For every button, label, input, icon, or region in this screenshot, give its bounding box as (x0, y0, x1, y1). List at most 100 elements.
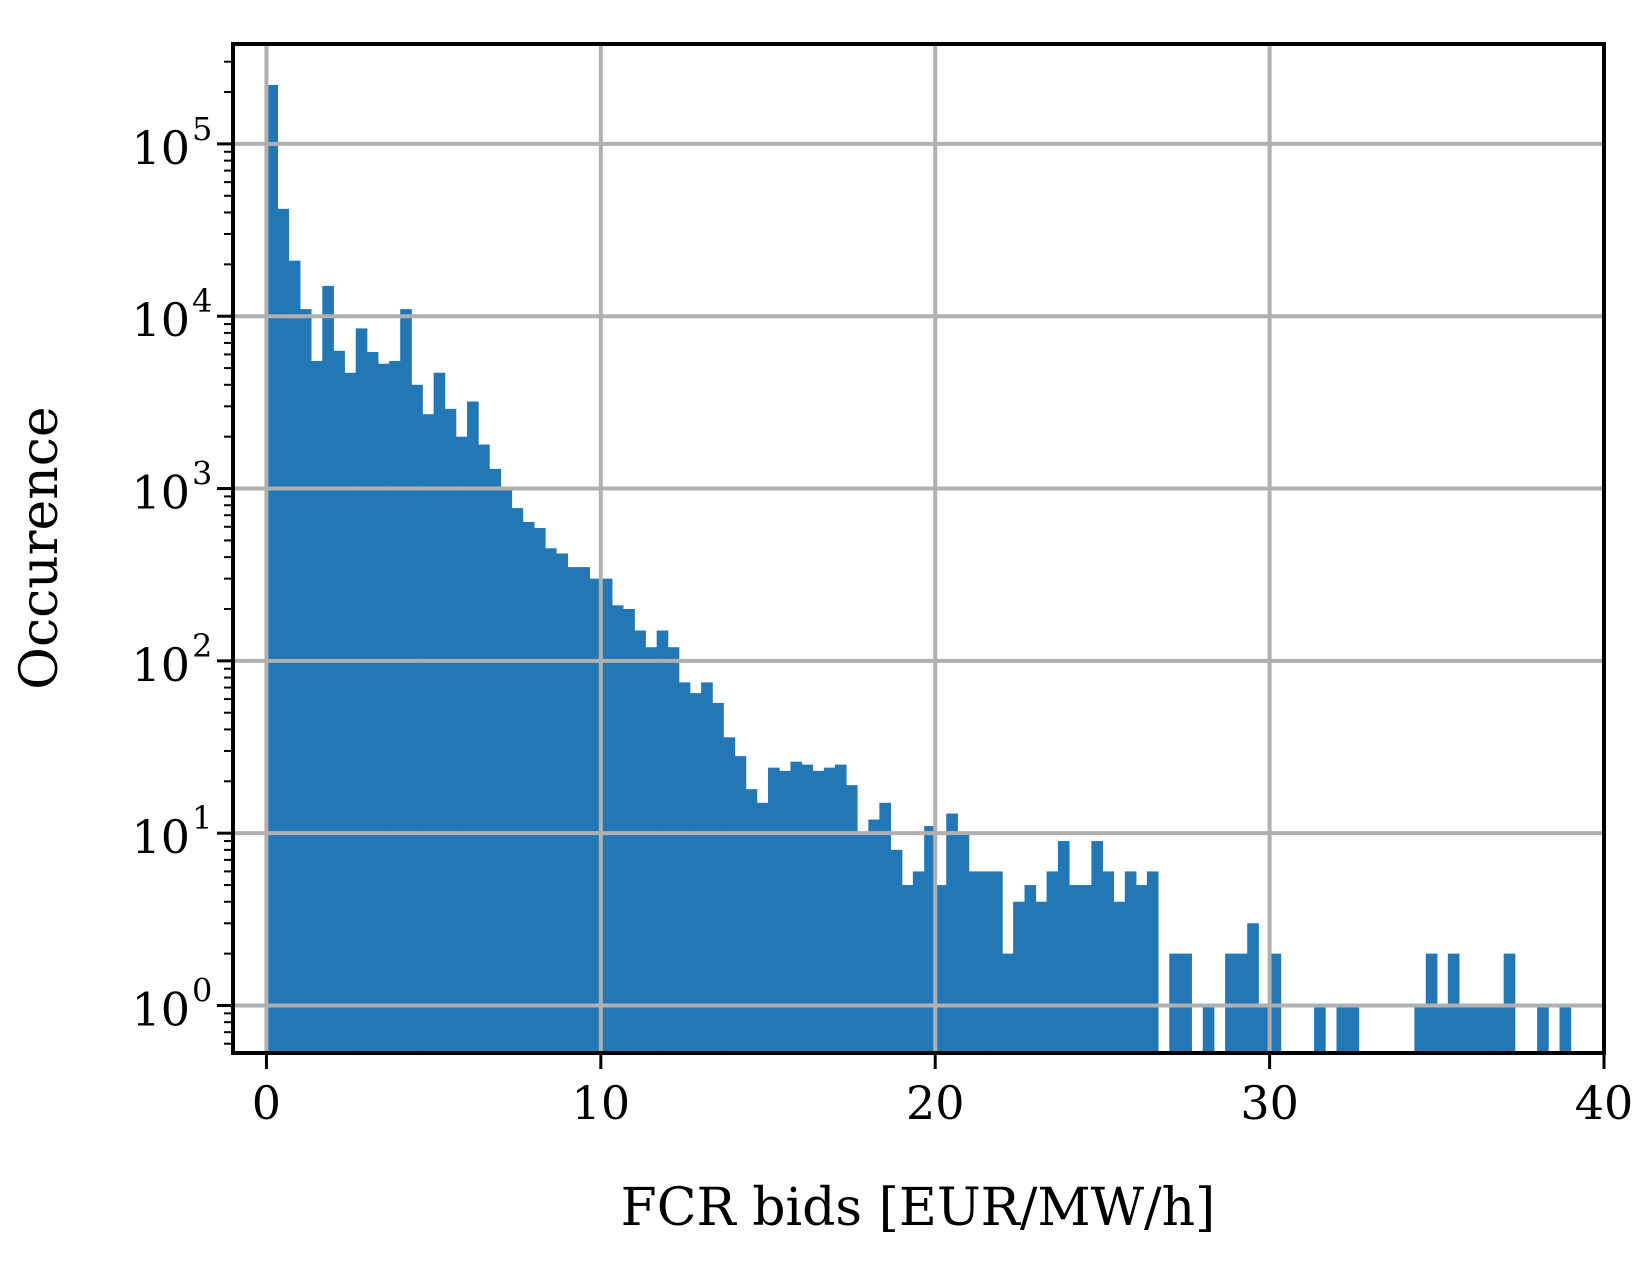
bars-layer (266, 84, 1572, 1054)
histogram-bar (701, 682, 713, 1053)
histogram-bar (1080, 885, 1092, 1053)
histogram-bar (734, 756, 747, 1053)
y-tick-label: 10 (131, 810, 190, 864)
histogram-bar (968, 871, 981, 1053)
histogram-bar (957, 833, 970, 1053)
histogram-bar (1202, 1005, 1215, 1053)
histogram-bar (779, 770, 791, 1053)
histogram-bar (456, 436, 468, 1053)
histogram-bar (1492, 1005, 1505, 1053)
histogram-bar (589, 578, 602, 1053)
histogram-bar (924, 826, 936, 1053)
y-tick-exponent: 0 (192, 971, 212, 1009)
histogram-bar (467, 401, 479, 1053)
histogram-bar (355, 328, 368, 1053)
histogram-bar (567, 567, 580, 1053)
histogram-bar (366, 352, 379, 1053)
histogram-bar (890, 849, 903, 1053)
histogram-bar (489, 468, 502, 1053)
histogram-bar (444, 408, 457, 1053)
histogram-bar (1537, 1005, 1549, 1053)
histogram-bar (333, 350, 345, 1053)
histogram-bar (845, 785, 858, 1053)
y-tick-label: 10 (131, 638, 190, 692)
histogram-bar (611, 605, 624, 1053)
x-tick-label: 30 (1240, 1076, 1299, 1130)
histogram-bar (667, 647, 680, 1053)
y-tick-label: 10 (131, 466, 190, 520)
histogram-bar (544, 548, 557, 1053)
histogram-bar (500, 488, 513, 1053)
histogram-bar (433, 372, 446, 1054)
histogram-bar (1481, 1005, 1493, 1053)
histogram-bar (723, 737, 736, 1053)
histogram-bar (511, 508, 524, 1054)
histogram-bar (400, 309, 412, 1054)
plot-frame (231, 42, 1606, 1055)
histogram-bar (946, 813, 958, 1053)
x-tick-label: 10 (572, 1076, 631, 1130)
histogram-bar (422, 414, 435, 1054)
histogram-bar (901, 885, 914, 1053)
histogram-bar (656, 630, 669, 1053)
histogram-bar (533, 528, 546, 1053)
histogram-bar (745, 789, 758, 1053)
histogram-bar (344, 372, 356, 1054)
histogram-bar (857, 833, 869, 1053)
histogram-bar (823, 767, 836, 1053)
histogram-bar (634, 630, 646, 1053)
histogram-bar (1503, 953, 1516, 1053)
histogram-bar (1470, 1005, 1482, 1053)
histogram-bar (1113, 901, 1126, 1053)
y-tick-exponent: 5 (192, 110, 212, 148)
y-tick-exponent: 3 (192, 455, 212, 493)
y-tick-exponent: 1 (192, 799, 212, 837)
histogram-bar (1414, 1005, 1427, 1053)
histogram-bar (1124, 871, 1137, 1053)
histogram-bar (1236, 953, 1248, 1053)
histogram-bar (879, 802, 892, 1053)
histogram-bar (1336, 1005, 1349, 1053)
histogram-bar (1013, 901, 1025, 1053)
histogram-bar (801, 764, 814, 1053)
histogram-bar (1447, 953, 1460, 1053)
histogram-bar (678, 682, 691, 1053)
histogram-bar (790, 761, 803, 1053)
histogram-bar (991, 871, 1003, 1053)
y-tick-label: 10 (131, 293, 190, 347)
histogram-bar (322, 285, 334, 1053)
histogram-bar (1102, 871, 1115, 1053)
histogram-bar (1169, 953, 1181, 1053)
histogram-bar (1180, 953, 1192, 1053)
histogram-bar (1024, 885, 1037, 1053)
histogram-bar (578, 567, 591, 1053)
y-tick-label: 10 (131, 121, 190, 175)
histogram-bar (389, 360, 401, 1054)
histogram-bar (377, 363, 390, 1054)
histogram-bar (1258, 1005, 1271, 1053)
histogram-bar (1002, 953, 1014, 1053)
histogram-bar (1347, 1005, 1360, 1053)
histogram-bar (288, 260, 301, 1053)
histogram-bar (556, 553, 568, 1053)
histogram-bar (1459, 1005, 1471, 1053)
histogram-bar (1436, 1005, 1449, 1053)
histogram-bar (623, 608, 635, 1053)
histogram-bar (1269, 953, 1282, 1053)
histogram-bar (1068, 885, 1081, 1053)
histogram-bar (912, 871, 925, 1053)
x-tick-label: 40 (1575, 1076, 1634, 1130)
histogram-bar (478, 444, 490, 1053)
y-tick-exponent: 4 (192, 282, 212, 320)
histogram-bar (1135, 885, 1148, 1053)
histogram-bar (1146, 871, 1159, 1053)
histogram-bar (266, 84, 279, 1053)
histogram-bar (768, 767, 780, 1053)
histogram-bar (600, 578, 613, 1053)
histogram-bar (277, 208, 290, 1053)
histogram-bar (1247, 923, 1259, 1053)
